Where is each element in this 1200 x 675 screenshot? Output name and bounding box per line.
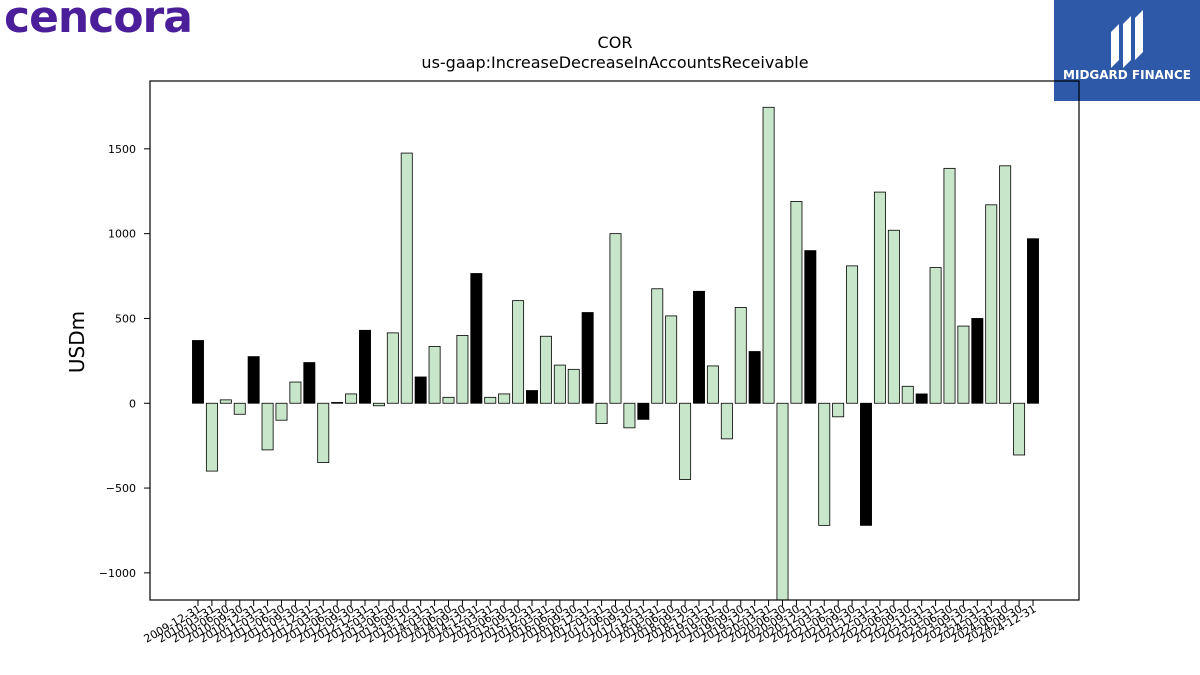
chart-title: COR (598, 33, 633, 52)
bar-2023-03-31 (929, 267, 942, 404)
bar-2011-06-30 (275, 402, 288, 421)
bar-2015-12-31 (526, 390, 538, 404)
bar-2009-12-31 (192, 340, 204, 404)
bar-2016-09-30 (567, 368, 580, 404)
bar-2015-09-30 (512, 300, 525, 404)
bar-2012-06-30 (331, 402, 344, 404)
bar-2019-06-30 (720, 402, 733, 440)
bar-2011-03-31 (261, 402, 274, 451)
bar-2022-03-31 (873, 191, 886, 404)
bar-2023-12-31 (971, 318, 984, 404)
bar-2010-06-30 (219, 399, 232, 404)
midgard-finance-badge: MIDGARD FINANCE (1054, 0, 1200, 101)
bar-2016-12-31 (581, 312, 594, 404)
bar-2024-06-30 (999, 165, 1012, 404)
bar-2011-09-30 (289, 381, 302, 404)
bar-2024-12-31 (1027, 238, 1039, 404)
bar-2023-06-30 (943, 167, 956, 404)
bar-2018-09-30 (679, 402, 692, 480)
bar-2012-09-30 (345, 393, 358, 404)
chart-subtitle: us-gaap:IncreaseDecreaseInAccountsReceiv… (421, 53, 808, 72)
bar-2020-06-30 (776, 402, 789, 601)
bar-2014-06-30 (442, 396, 455, 404)
bar-2021-06-30 (832, 402, 845, 418)
bar-2022-12-31 (915, 393, 928, 404)
bar-2017-03-31 (595, 402, 608, 425)
bar-2016-06-30 (553, 364, 566, 404)
bar-2017-12-31 (637, 402, 650, 420)
bar-2013-12-31 (414, 376, 427, 404)
bar-2024-09-30 (1013, 402, 1026, 456)
bars-group (192, 106, 1039, 601)
bar-2010-03-31 (205, 402, 218, 472)
bar-2018-03-31 (651, 288, 664, 404)
y-tick-label: 500 (115, 312, 136, 325)
bar-2011-12-31 (303, 362, 316, 404)
bar-2017-06-30 (609, 233, 622, 404)
bar-2015-03-31 (484, 396, 497, 404)
bar-2014-09-30 (456, 335, 469, 404)
bar-2012-12-31 (359, 329, 371, 404)
bar-2013-03-31 (372, 402, 385, 407)
bar-2020-12-31 (804, 250, 817, 404)
bar-2020-09-30 (790, 201, 803, 404)
bar-2020-03-31 (762, 106, 775, 404)
bar-2024-03-31 (985, 204, 998, 404)
bar-2016-03-31 (539, 335, 552, 404)
x-ticks-group: 2009-12-312010-03-312010-06-302010-09-30… (142, 600, 1039, 646)
bar-2022-09-30 (901, 385, 914, 404)
bar-2010-09-30 (233, 402, 246, 415)
bar-2018-06-30 (665, 315, 678, 404)
y-tick-label: 0 (129, 397, 136, 410)
y-tick-label: 1500 (108, 143, 136, 156)
bar-2014-03-31 (428, 346, 441, 404)
y-tick-label: −1000 (99, 567, 136, 580)
bar-2019-12-31 (748, 351, 761, 404)
bar-2021-12-31 (860, 402, 872, 526)
y-tick-label: −500 (106, 482, 136, 495)
midgard-logo-icon (1111, 10, 1143, 68)
bar-2013-06-30 (386, 332, 399, 404)
cencora-logo: cencora (4, 0, 193, 43)
bar-2010-12-31 (247, 356, 260, 404)
y-tick-label: 1000 (108, 228, 136, 241)
bar-2023-09-30 (957, 325, 970, 404)
bar-2014-12-31 (470, 273, 483, 404)
y-axis-label: USDm (65, 311, 89, 373)
bar-2021-03-31 (818, 402, 831, 526)
bar-2019-03-31 (706, 365, 719, 404)
bar-2017-09-30 (623, 402, 636, 429)
plot-frame (149, 80, 1080, 601)
bar-2021-09-30 (846, 265, 859, 404)
bar-2022-06-30 (887, 229, 900, 404)
bar-2018-12-31 (693, 290, 705, 404)
bar-2012-03-31 (317, 402, 330, 464)
bar-2015-06-30 (498, 393, 511, 404)
bar-2019-09-30 (734, 307, 747, 404)
bar-2013-09-30 (400, 152, 413, 404)
y-ticks-group: −1000 −500 0 500 1000 1500 (99, 143, 150, 580)
badge-label: MIDGARD FINANCE (1063, 68, 1191, 82)
